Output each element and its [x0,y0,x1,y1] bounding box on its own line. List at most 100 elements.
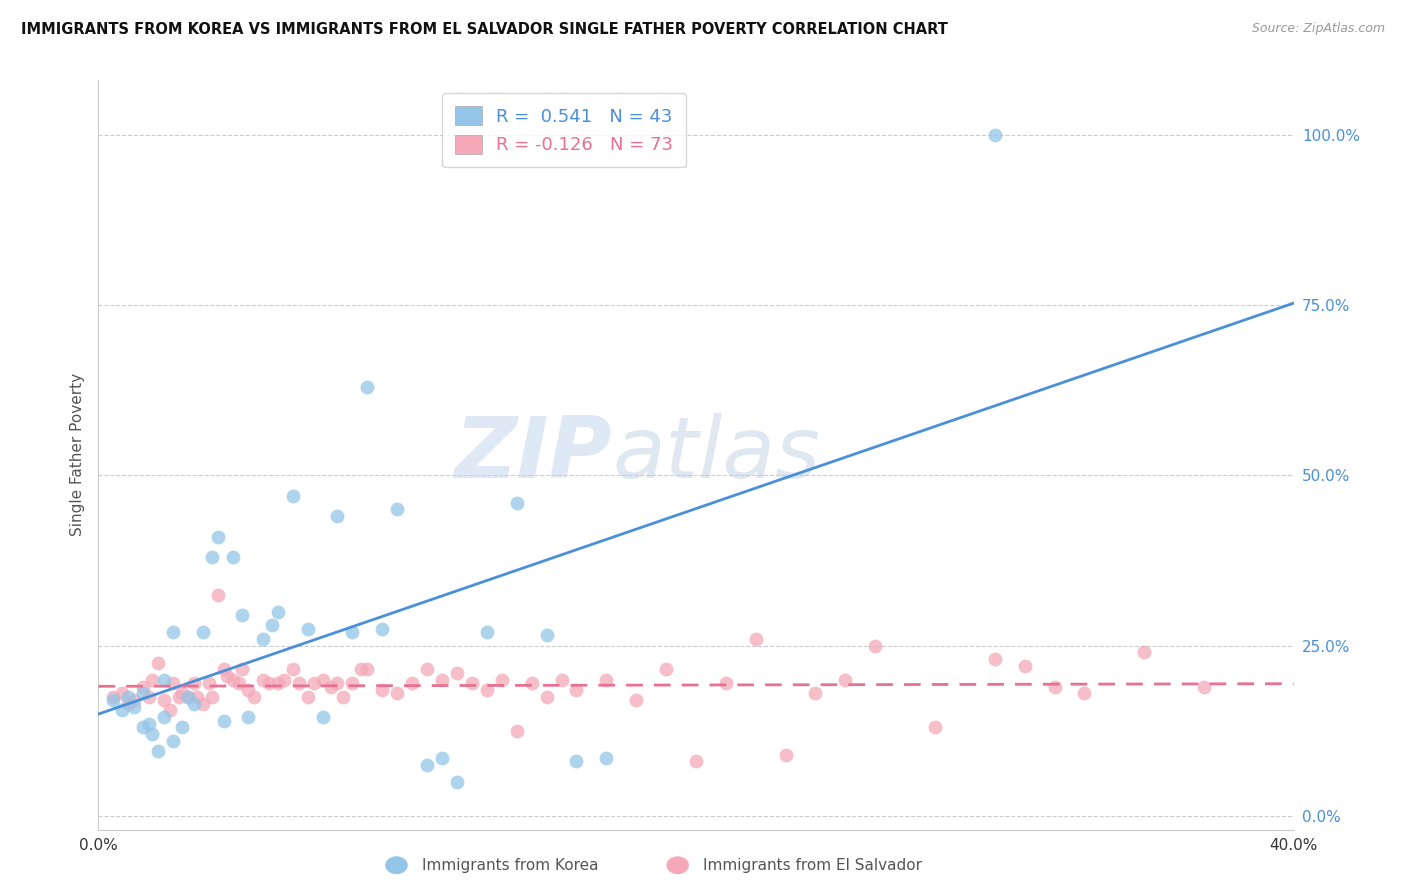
Point [311,673,333,687]
Point [416,663,439,677]
Point [342,676,364,690]
Point [536,628,558,642]
Point [297,690,319,704]
Point [215,669,238,683]
Point [124,700,146,714]
Point [167,690,190,704]
Point [201,690,224,704]
Point [103,690,125,704]
Point [111,686,134,700]
Point [804,686,827,700]
Point [287,676,309,690]
Point [183,676,205,690]
Point [138,690,160,704]
Point [252,632,274,646]
Point [371,682,394,697]
Point [565,755,588,769]
Point [385,502,409,516]
Point [326,509,349,524]
Point [207,530,229,544]
Point [191,697,214,711]
Point [231,663,253,677]
Point [153,673,176,687]
Point [1192,680,1215,694]
Point [141,673,163,687]
Point [132,720,155,734]
Point [222,550,245,565]
Point [536,690,558,704]
Point [103,693,125,707]
Point [260,618,283,632]
Point [228,676,250,690]
Point [231,607,253,622]
Point [430,751,453,765]
Point [132,680,155,694]
Point [111,703,134,717]
Point [626,693,648,707]
Point [350,663,373,677]
Point [550,673,572,687]
Point [475,625,498,640]
Point [302,676,325,690]
Point [177,690,200,704]
Point [1043,680,1066,694]
Point [132,686,155,700]
Point [461,676,484,690]
Point [775,747,797,762]
Point [865,639,887,653]
Point [222,673,245,687]
Point [153,710,176,724]
Point [595,673,617,687]
Point [430,673,453,687]
Point [267,676,290,690]
Point [685,755,707,769]
Point [159,703,181,717]
Point [252,673,274,687]
Point [356,663,378,677]
Point [141,727,163,741]
Point [1014,659,1036,673]
Point [506,495,529,509]
Point [138,717,160,731]
Point [162,676,184,690]
Point [984,128,1007,142]
Point [321,680,343,694]
Text: Immigrants from Korea: Immigrants from Korea [422,858,599,872]
Point [212,714,235,728]
Point [124,693,146,707]
Point [416,757,439,772]
Point [148,744,170,758]
Point [1133,645,1156,659]
Point [332,690,354,704]
Point [371,622,394,636]
Point [236,682,259,697]
Point [186,690,208,704]
Point [356,380,378,394]
Point [297,622,319,636]
Point [401,676,423,690]
Point [745,632,768,646]
Point [1073,686,1095,700]
Point [243,690,266,704]
Point [446,775,468,789]
Text: ZIP: ZIP [454,413,613,497]
Text: Immigrants from El Salvador: Immigrants from El Salvador [703,858,922,872]
Point [834,673,856,687]
Point [655,663,678,677]
Y-axis label: Single Father Poverty: Single Father Poverty [69,374,84,536]
Point [172,686,194,700]
Point [446,665,468,680]
Point [565,682,588,697]
Point [201,550,224,565]
Point [198,676,221,690]
Point [281,663,304,677]
Point [385,686,409,700]
Point [475,682,498,697]
Point [984,652,1007,666]
Point [172,720,194,734]
Point [326,676,349,690]
Point [273,673,295,687]
Point [191,625,214,640]
Point [162,625,184,640]
Point [267,605,290,619]
